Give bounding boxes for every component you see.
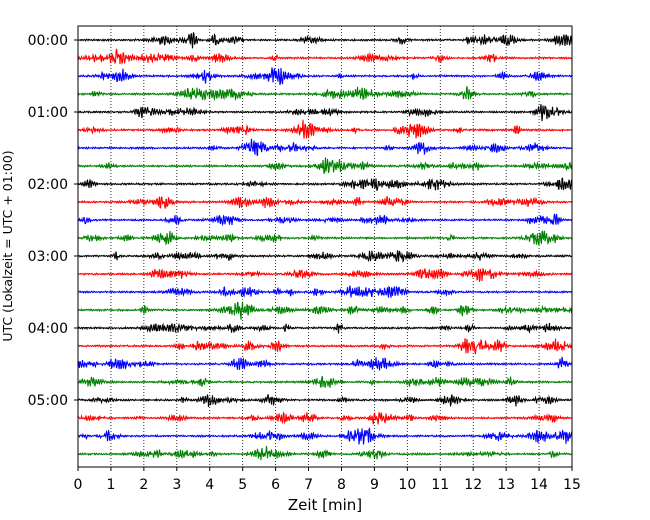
trace-0430 [77, 356, 573, 371]
trace-0245 [77, 230, 573, 246]
y-axis-label: UTC (Lokalzeit = UTC + 01:00) [0, 150, 15, 341]
trace-0200 [77, 177, 573, 191]
y-tick-label-3: 03:00 [28, 249, 68, 265]
trace-0515 [77, 411, 573, 425]
trace-0315 [77, 268, 573, 282]
x-tick-label-15: 15 [563, 477, 581, 493]
trace-0100 [77, 104, 573, 122]
y-axis-ticks: 00:00 01:00 02:00 03:00 04:00 05:00 [28, 33, 78, 409]
x-tick-label-14: 14 [530, 477, 548, 493]
trace-0415 [77, 338, 573, 355]
y-tick-label-2: 02:00 [28, 177, 68, 193]
trace-0115 [77, 119, 573, 139]
x-tick-label-13: 13 [497, 477, 515, 493]
x-tick-label-3: 3 [172, 477, 181, 493]
plot-background [78, 26, 572, 467]
trace-0400 [77, 322, 573, 334]
y-tick-label-0: 00:00 [28, 33, 68, 49]
trace-0530 [77, 427, 573, 445]
x-tick-label-1: 1 [106, 477, 115, 493]
x-tick-label-6: 6 [271, 477, 280, 493]
trace-0215 [77, 196, 573, 209]
trace-0000 [77, 32, 573, 49]
x-axis-label: Zeit [min] [288, 496, 362, 514]
trace-0300 [77, 250, 573, 263]
y-tick-label-1: 01:00 [28, 105, 68, 121]
x-axis-ticks: 0 1 2 3 4 5 6 7 8 9 10 11 12 13 14 15 [74, 467, 581, 493]
trace-0045 [77, 86, 573, 102]
trace-0500 [77, 394, 573, 408]
traces-group [77, 32, 573, 461]
trace-0230 [77, 213, 573, 227]
x-tick-label-8: 8 [337, 477, 346, 493]
x-tick-label-11: 11 [431, 477, 449, 493]
x-tick-label-0: 0 [74, 477, 83, 493]
trace-0030 [77, 67, 573, 86]
trace-0345 [77, 301, 573, 320]
trace-0545 [77, 445, 573, 461]
trace-0145 [77, 157, 573, 174]
trace-0130 [77, 138, 573, 156]
x-tick-label-10: 10 [398, 477, 416, 493]
plot-frame [77, 25, 573, 468]
x-tick-label-9: 9 [370, 477, 379, 493]
trace-0445 [77, 376, 573, 388]
x-tick-label-12: 12 [464, 477, 482, 493]
x-tick-label-4: 4 [205, 477, 214, 493]
trace-0015 [77, 48, 573, 65]
x-tick-label-2: 2 [139, 477, 148, 493]
x-tick-label-5: 5 [238, 477, 247, 493]
x-tick-label-7: 7 [304, 477, 313, 493]
y-tick-label-4: 04:00 [28, 321, 68, 337]
y-tick-label-5: 05:00 [28, 393, 68, 409]
trace-0330 [77, 285, 573, 298]
